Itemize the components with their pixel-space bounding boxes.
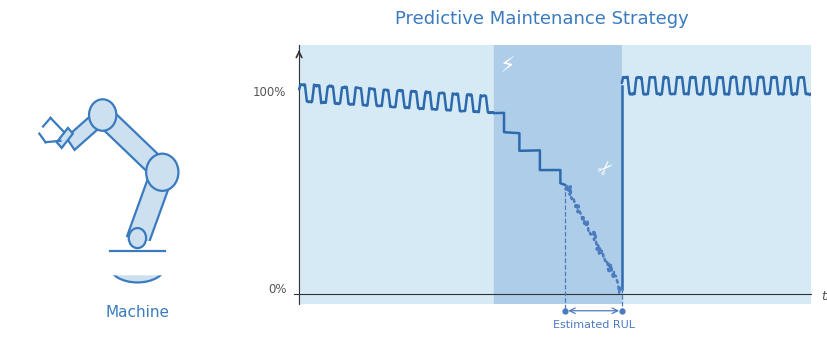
Polygon shape — [56, 128, 73, 148]
Text: time: time — [820, 290, 827, 303]
Text: ✂: ✂ — [593, 156, 619, 181]
Text: Predictive Maintenance Strategy: Predictive Maintenance Strategy — [395, 10, 688, 29]
Circle shape — [89, 99, 116, 131]
Bar — [621, 45, 810, 304]
Ellipse shape — [110, 251, 165, 282]
Polygon shape — [97, 107, 168, 180]
FancyBboxPatch shape — [103, 241, 172, 275]
Bar — [299, 45, 493, 304]
Circle shape — [129, 228, 146, 248]
Text: 0%: 0% — [267, 283, 286, 296]
Text: Machine: Machine — [105, 305, 170, 320]
Text: ⚡: ⚡ — [498, 57, 514, 77]
Text: Estimated RUL: Estimated RUL — [552, 320, 634, 330]
Polygon shape — [127, 167, 172, 246]
Bar — [493, 45, 621, 304]
Circle shape — [146, 154, 179, 191]
Polygon shape — [66, 109, 107, 150]
Text: 100%: 100% — [252, 86, 286, 99]
